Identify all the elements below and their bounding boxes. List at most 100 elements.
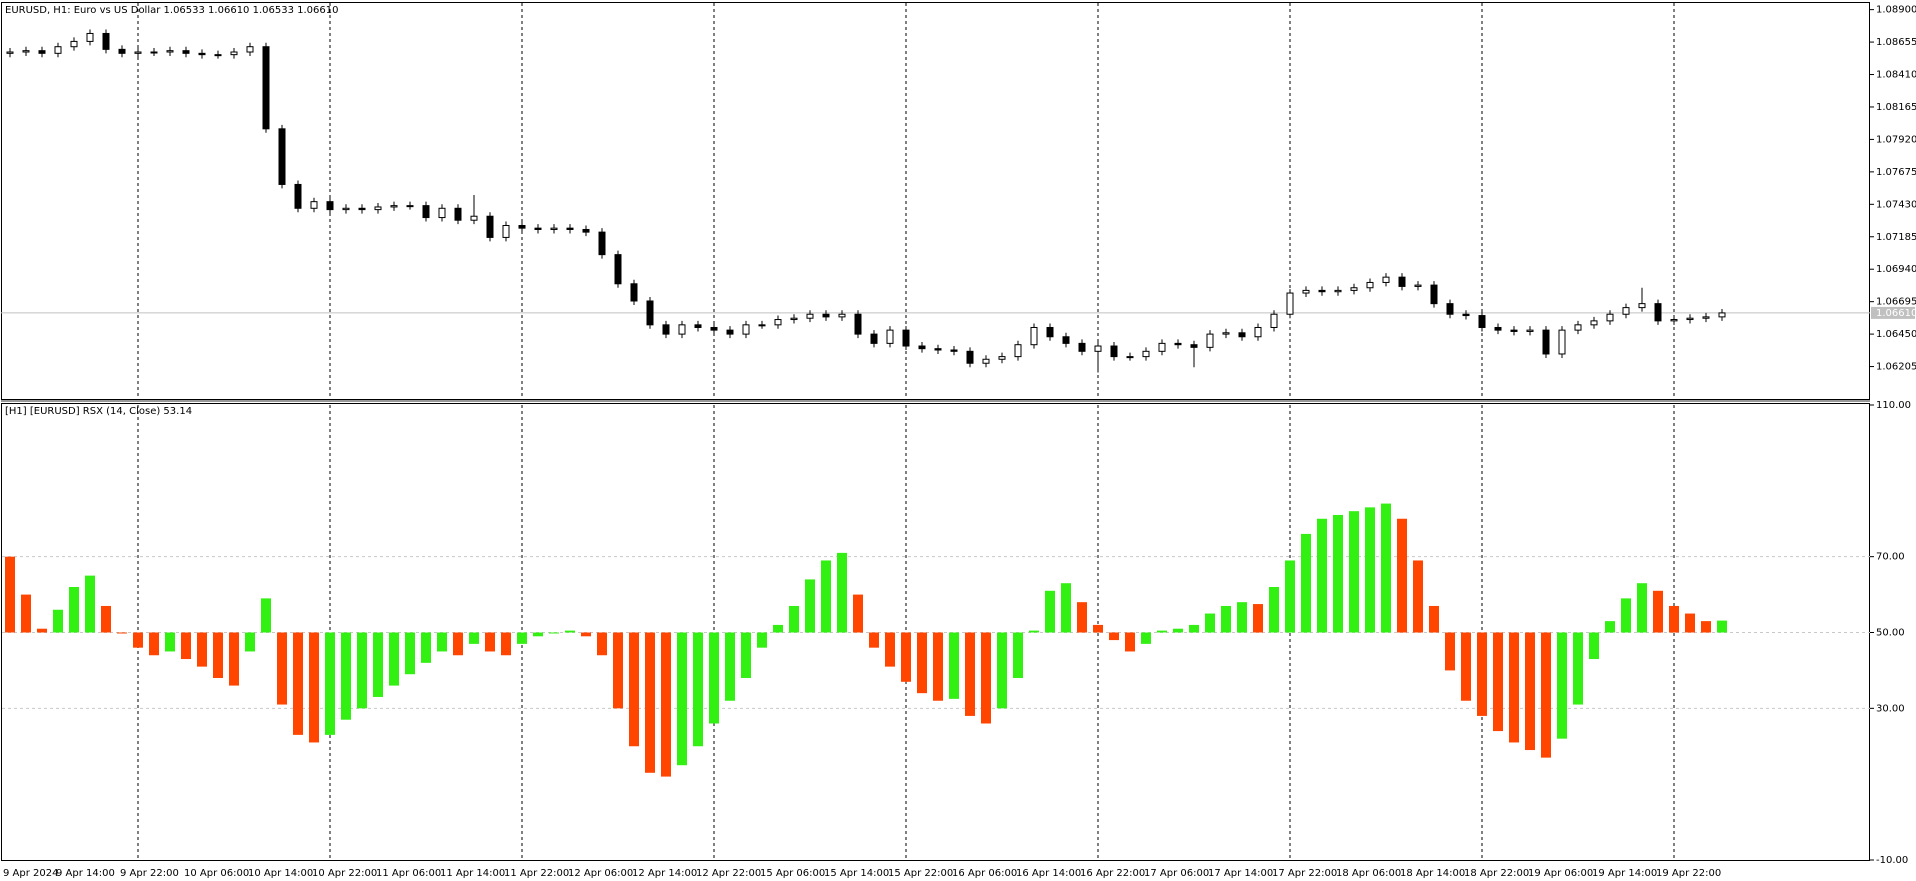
- rsx-bar: [309, 632, 319, 743]
- candle-body: [406, 205, 414, 208]
- rsx-bar: [5, 556, 15, 633]
- x-tick-label: 12 Apr 22:00: [696, 868, 761, 879]
- rsx-bar: [501, 632, 511, 656]
- candle-body: [934, 348, 942, 351]
- rsx-bar: [1125, 632, 1135, 652]
- candle-body: [246, 46, 254, 53]
- rsx-bar: [1333, 514, 1343, 633]
- x-tick-label: 16 Apr 14:00: [1016, 868, 1081, 879]
- candle-body: [918, 345, 926, 350]
- candle-body: [950, 349, 958, 352]
- rsx-bar: [805, 579, 815, 633]
- x-tick-label: 16 Apr 06:00: [952, 868, 1017, 879]
- rsx-bar: [933, 632, 943, 701]
- rsx-bar: [101, 605, 111, 633]
- y-tick-label: 1.06695: [1876, 297, 1916, 308]
- candle-body: [262, 46, 270, 130]
- candle-body: [118, 48, 126, 54]
- y-tick-label: 1.08410: [1876, 70, 1916, 81]
- candle-body: [1398, 276, 1406, 287]
- price-panel-frame: [1, 2, 1870, 400]
- candle-body: [358, 207, 366, 211]
- rsx-bar: [1205, 613, 1215, 633]
- candle-body: [86, 32, 94, 42]
- rsx-bar: [53, 609, 63, 633]
- rsx-bar: [133, 632, 143, 648]
- candle-body: [438, 207, 446, 219]
- price-title: EURUSD, H1: Euro vs US Dollar 1.06533 1.…: [5, 5, 338, 16]
- rsx-bar: [757, 632, 767, 648]
- candle-body: [710, 326, 718, 331]
- rsx-bar: [1109, 632, 1119, 641]
- candle-body: [1382, 276, 1390, 283]
- y-tick-label: 1.06450: [1876, 329, 1916, 340]
- rsx-bar: [629, 632, 639, 747]
- rsx-bar: [1189, 624, 1199, 633]
- candle-body: [1334, 289, 1342, 293]
- candle-body: [758, 324, 766, 327]
- candle-body: [1430, 284, 1438, 305]
- candle-body: [54, 46, 62, 54]
- x-tick-label: 12 Apr 06:00: [568, 868, 633, 879]
- candle-body: [806, 313, 814, 319]
- rsx-bar: [21, 594, 31, 633]
- rsx-bar: [149, 632, 159, 656]
- x-tick-label: 18 Apr 06:00: [1336, 868, 1401, 879]
- candle-body: [1254, 326, 1262, 338]
- rsx-bar: [341, 632, 351, 720]
- rsx-bar: [1045, 590, 1055, 633]
- x-tick-label: 17 Apr 22:00: [1272, 868, 1337, 879]
- candle-body: [1622, 307, 1630, 315]
- candle-body: [662, 324, 670, 335]
- candle-body: [454, 207, 462, 221]
- candle-body: [1494, 326, 1502, 331]
- candle-body: [1686, 317, 1694, 321]
- rsx-bar: [469, 632, 479, 644]
- rsx-bar: [85, 575, 95, 633]
- candle-body: [1270, 313, 1278, 328]
- candle-body: [742, 324, 750, 335]
- rsx-bar: [645, 632, 655, 773]
- rsx-bar: [837, 552, 847, 633]
- candle-body: [1542, 329, 1550, 355]
- candle-body: [518, 225, 526, 229]
- candle-body: [630, 283, 638, 302]
- rsx-bar: [1397, 518, 1407, 633]
- candle-body: [278, 128, 286, 185]
- candle-body: [726, 329, 734, 335]
- candle-body: [1558, 329, 1566, 355]
- candle-body: [1078, 342, 1086, 352]
- candle-body: [966, 350, 974, 364]
- rsx-bar: [1669, 605, 1679, 633]
- candle-body: [566, 227, 574, 230]
- rsx-bar: [1349, 511, 1359, 633]
- rsx-bar: [1541, 632, 1551, 758]
- candle-body: [614, 254, 622, 285]
- rsx-bar: [1605, 621, 1615, 633]
- x-tick-label: 18 Apr 14:00: [1400, 868, 1465, 879]
- rsx-bar: [997, 632, 1007, 709]
- rsx-bar: [1381, 503, 1391, 633]
- rsx-bar: [821, 560, 831, 633]
- candle-body: [1238, 332, 1246, 338]
- candle-body: [38, 50, 46, 54]
- rsx-bar: [389, 632, 399, 686]
- rsx-bar: [485, 632, 495, 652]
- x-tick-label: 19 Apr 14:00: [1592, 868, 1657, 879]
- rsx-bar: [1477, 632, 1487, 716]
- candle-body: [1110, 345, 1118, 358]
- rsx-bar: [1445, 632, 1455, 671]
- candle-body: [1590, 320, 1598, 326]
- candle-body: [694, 324, 702, 328]
- candle-body: [374, 206, 382, 211]
- candle-body: [470, 215, 478, 221]
- rsx-bar: [1237, 602, 1247, 633]
- rsx-bar: [1285, 560, 1295, 633]
- rsx-bar: [1557, 632, 1567, 739]
- rsx-bar: [1429, 605, 1439, 633]
- rsx-bar: [917, 632, 927, 694]
- candle-body: [294, 183, 302, 209]
- rsx-bar: [1013, 632, 1023, 678]
- candle-body: [1142, 350, 1150, 358]
